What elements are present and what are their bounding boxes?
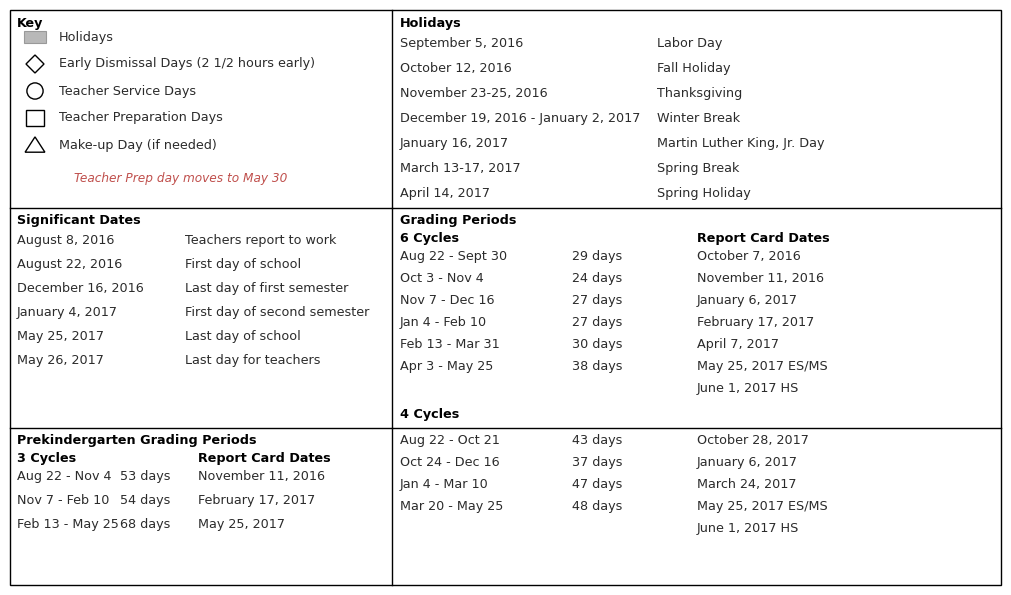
Text: Prekindergarten Grading Periods: Prekindergarten Grading Periods xyxy=(17,434,257,447)
Text: Holidays: Holidays xyxy=(59,30,114,43)
Text: Make-up Day (if needed): Make-up Day (if needed) xyxy=(59,139,216,152)
Text: Labor Day: Labor Day xyxy=(657,37,723,50)
Text: Teacher Service Days: Teacher Service Days xyxy=(59,84,196,98)
Text: June 1, 2017 HS: June 1, 2017 HS xyxy=(697,382,800,395)
Text: Holidays: Holidays xyxy=(400,17,462,30)
Text: 27 days: 27 days xyxy=(572,316,623,329)
Text: December 19, 2016 - January 2, 2017: December 19, 2016 - January 2, 2017 xyxy=(400,112,640,125)
Text: January 6, 2017: January 6, 2017 xyxy=(697,456,798,469)
Text: October 28, 2017: October 28, 2017 xyxy=(697,434,809,447)
Text: November 11, 2016: November 11, 2016 xyxy=(697,272,824,285)
Text: 53 days: 53 days xyxy=(120,470,171,483)
Text: 54 days: 54 days xyxy=(120,494,171,507)
Text: November 11, 2016: November 11, 2016 xyxy=(198,470,325,483)
Text: 6 Cycles: 6 Cycles xyxy=(400,232,459,245)
Text: 27 days: 27 days xyxy=(572,294,623,307)
Text: February 17, 2017: February 17, 2017 xyxy=(198,494,315,507)
Text: Winter Break: Winter Break xyxy=(657,112,740,125)
Text: Oct 3 - Nov 4: Oct 3 - Nov 4 xyxy=(400,272,483,285)
Text: Mar 20 - May 25: Mar 20 - May 25 xyxy=(400,500,503,513)
Text: Martin Luther King, Jr. Day: Martin Luther King, Jr. Day xyxy=(657,137,825,150)
Text: June 1, 2017 HS: June 1, 2017 HS xyxy=(697,522,800,535)
Bar xyxy=(26,110,44,126)
Text: Early Dismissal Days (2 1/2 hours early): Early Dismissal Days (2 1/2 hours early) xyxy=(59,58,315,70)
Text: October 12, 2016: October 12, 2016 xyxy=(400,62,512,75)
Text: Spring Holiday: Spring Holiday xyxy=(657,187,751,200)
Text: 68 days: 68 days xyxy=(120,518,171,531)
Text: Report Card Dates: Report Card Dates xyxy=(697,232,830,245)
Text: February 17, 2017: February 17, 2017 xyxy=(697,316,814,329)
Text: January 16, 2017: January 16, 2017 xyxy=(400,137,510,150)
Text: May 25, 2017: May 25, 2017 xyxy=(17,330,104,343)
Text: March 13-17, 2017: March 13-17, 2017 xyxy=(400,162,521,175)
Text: May 25, 2017 ES/MS: May 25, 2017 ES/MS xyxy=(697,360,828,373)
Text: 47 days: 47 days xyxy=(572,478,623,491)
Text: Aug 22 - Oct 21: Aug 22 - Oct 21 xyxy=(400,434,499,447)
Text: 43 days: 43 days xyxy=(572,434,623,447)
Text: Nov 7 - Feb 10: Nov 7 - Feb 10 xyxy=(17,494,109,507)
Text: March 24, 2017: March 24, 2017 xyxy=(697,478,797,491)
Text: 37 days: 37 days xyxy=(572,456,623,469)
Text: 48 days: 48 days xyxy=(572,500,623,513)
Text: Last day of first semester: Last day of first semester xyxy=(185,282,349,295)
Text: April 14, 2017: April 14, 2017 xyxy=(400,187,490,200)
Text: May 25, 2017 ES/MS: May 25, 2017 ES/MS xyxy=(697,500,828,513)
Text: 29 days: 29 days xyxy=(572,250,622,263)
Text: Oct 24 - Dec 16: Oct 24 - Dec 16 xyxy=(400,456,499,469)
Text: May 26, 2017: May 26, 2017 xyxy=(17,354,104,367)
Text: Feb 13 - May 25: Feb 13 - May 25 xyxy=(17,518,119,531)
Text: January 4, 2017: January 4, 2017 xyxy=(17,306,118,319)
Text: September 5, 2016: September 5, 2016 xyxy=(400,37,524,50)
Text: November 23-25, 2016: November 23-25, 2016 xyxy=(400,87,548,100)
Text: 3 Cycles: 3 Cycles xyxy=(17,452,76,465)
Text: Significant Dates: Significant Dates xyxy=(17,214,141,227)
Text: Key: Key xyxy=(17,17,43,30)
Text: Nov 7 - Dec 16: Nov 7 - Dec 16 xyxy=(400,294,494,307)
Text: Jan 4 - Feb 10: Jan 4 - Feb 10 xyxy=(400,316,487,329)
Text: 38 days: 38 days xyxy=(572,360,623,373)
Circle shape xyxy=(27,83,43,99)
Text: Last day of school: Last day of school xyxy=(185,330,300,343)
Text: Teacher Prep day moves to May 30: Teacher Prep day moves to May 30 xyxy=(74,172,287,185)
Text: Thanksgiving: Thanksgiving xyxy=(657,87,742,100)
Text: Last day for teachers: Last day for teachers xyxy=(185,354,320,367)
Text: 4 Cycles: 4 Cycles xyxy=(400,408,459,421)
Text: First day of second semester: First day of second semester xyxy=(185,306,369,319)
Text: Aug 22 - Nov 4: Aug 22 - Nov 4 xyxy=(17,470,111,483)
Text: 30 days: 30 days xyxy=(572,338,623,351)
Text: May 25, 2017: May 25, 2017 xyxy=(198,518,285,531)
Text: Teachers report to work: Teachers report to work xyxy=(185,234,337,247)
Text: 24 days: 24 days xyxy=(572,272,622,285)
Bar xyxy=(24,31,45,43)
Text: Feb 13 - Mar 31: Feb 13 - Mar 31 xyxy=(400,338,499,351)
Text: Aug 22 - Sept 30: Aug 22 - Sept 30 xyxy=(400,250,508,263)
Text: April 7, 2017: April 7, 2017 xyxy=(697,338,779,351)
Text: Fall Holiday: Fall Holiday xyxy=(657,62,731,75)
Text: Grading Periods: Grading Periods xyxy=(400,214,517,227)
Text: August 22, 2016: August 22, 2016 xyxy=(17,258,122,271)
Text: December 16, 2016: December 16, 2016 xyxy=(17,282,144,295)
Text: Report Card Dates: Report Card Dates xyxy=(198,452,331,465)
Text: October 7, 2016: October 7, 2016 xyxy=(697,250,801,263)
Text: Teacher Preparation Days: Teacher Preparation Days xyxy=(59,111,222,124)
Text: August 8, 2016: August 8, 2016 xyxy=(17,234,114,247)
Polygon shape xyxy=(26,55,44,73)
Text: January 6, 2017: January 6, 2017 xyxy=(697,294,798,307)
Text: First day of school: First day of school xyxy=(185,258,301,271)
Polygon shape xyxy=(25,137,44,152)
Text: Apr 3 - May 25: Apr 3 - May 25 xyxy=(400,360,493,373)
Text: Jan 4 - Mar 10: Jan 4 - Mar 10 xyxy=(400,478,488,491)
Text: Spring Break: Spring Break xyxy=(657,162,739,175)
